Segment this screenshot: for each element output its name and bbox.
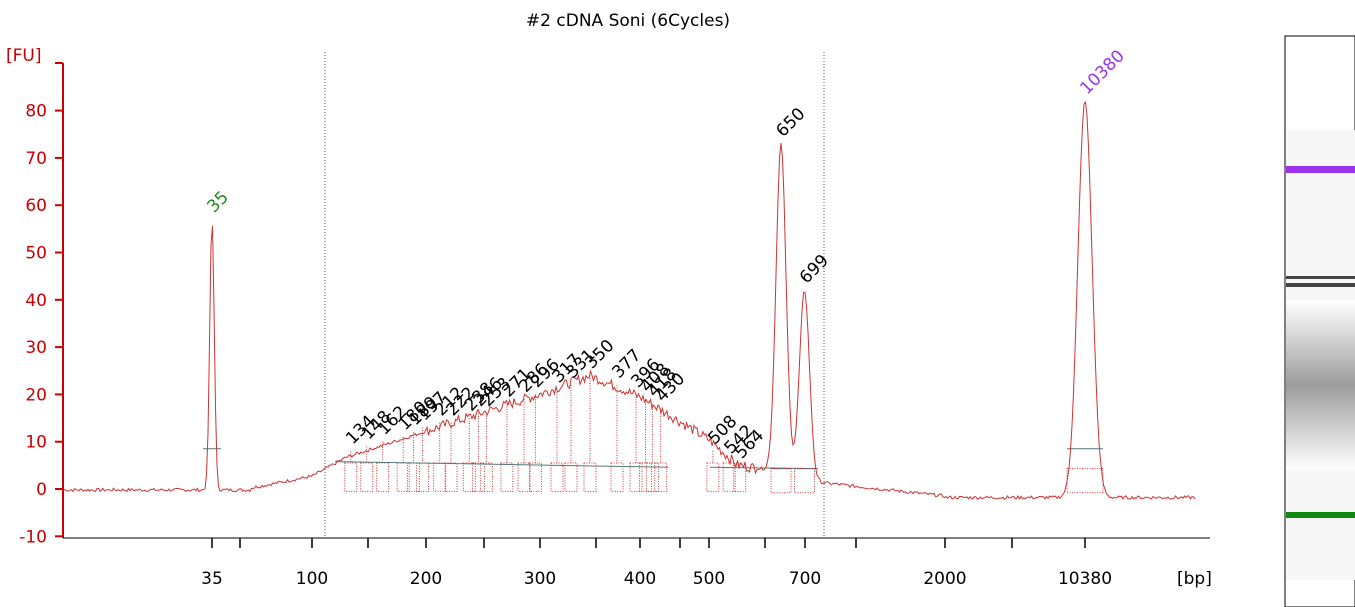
x-tick-label: 200 bbox=[410, 569, 442, 589]
peak-label: 10380 bbox=[1076, 46, 1128, 98]
peak-bin bbox=[550, 462, 564, 492]
peak-label: 699 bbox=[796, 251, 833, 288]
x-axis-label: [bp] bbox=[1177, 569, 1212, 589]
x-tick-label: 700 bbox=[789, 569, 821, 589]
peak-label: 35 bbox=[203, 187, 232, 216]
peak-bin bbox=[462, 462, 476, 492]
y-ticks: -10 0 10 20 30 40 50 60 70 80 bbox=[19, 62, 63, 547]
peak-bin bbox=[610, 462, 624, 492]
y-tick-label: 20 bbox=[25, 385, 47, 405]
y-tick-label: 70 bbox=[25, 149, 47, 169]
x-tick-label: 500 bbox=[693, 569, 725, 589]
peak-bin bbox=[770, 468, 792, 494]
x-tick-label: 10380 bbox=[1058, 569, 1112, 589]
peak-labels: 3513414816218018919721222223824625327128… bbox=[203, 46, 1128, 463]
peak-bin bbox=[583, 462, 597, 492]
y-tick-label: 40 bbox=[25, 291, 47, 311]
peak-bin bbox=[344, 462, 358, 492]
peak-bin bbox=[629, 462, 643, 492]
peak-bin bbox=[416, 462, 430, 492]
peak-bin bbox=[794, 468, 816, 494]
x-tick-label: 2000 bbox=[923, 569, 966, 589]
x-tick-label: 400 bbox=[624, 569, 656, 589]
peak-bin bbox=[528, 462, 542, 492]
smear-baseline bbox=[334, 461, 669, 468]
x-tick-label: 35 bbox=[201, 569, 223, 589]
chart-title: #2 cDNA Soni (6Cycles) bbox=[526, 11, 730, 31]
y-tick-label: 80 bbox=[25, 102, 47, 122]
peak-bin bbox=[564, 462, 578, 492]
peak-bin bbox=[722, 462, 736, 492]
y-tick-label: 50 bbox=[25, 244, 47, 264]
y-tick-label: 0 bbox=[36, 480, 47, 500]
y-tick-label: 10 bbox=[25, 433, 47, 453]
peak-bin bbox=[444, 462, 458, 492]
peak-bin bbox=[406, 462, 420, 492]
peak-bins bbox=[203, 375, 1104, 494]
y-tick-label: 60 bbox=[25, 196, 47, 216]
y-axis-label: [FU] bbox=[6, 46, 42, 66]
gel-band-lower-marker bbox=[1286, 512, 1355, 518]
peak-bin bbox=[396, 462, 410, 492]
peak-bin bbox=[500, 462, 514, 492]
y-tick-label: -10 bbox=[19, 527, 47, 547]
x-tick-label: 100 bbox=[296, 569, 328, 589]
peak-bin bbox=[733, 462, 747, 492]
peak-bin bbox=[433, 462, 447, 492]
peak-label: 650 bbox=[772, 104, 809, 141]
peak-bin bbox=[639, 462, 653, 492]
gel-band-650 bbox=[1286, 276, 1355, 279]
peak-bin bbox=[360, 462, 374, 492]
peak-bin bbox=[1066, 468, 1104, 494]
integration-region bbox=[324, 52, 825, 538]
fluorescence-trace bbox=[63, 100, 1196, 501]
gel-band-upper-marker bbox=[1286, 166, 1355, 173]
x-ticks: 35 100 200 300 400 500 700 2000 10380 bbox=[201, 538, 1112, 589]
peak-bin bbox=[706, 462, 720, 492]
peak-bin bbox=[645, 462, 659, 492]
gel-smear bbox=[1286, 300, 1355, 470]
peak-bin bbox=[471, 462, 485, 492]
gel-lane bbox=[1284, 35, 1355, 607]
gel-band-699 bbox=[1286, 283, 1355, 287]
x-tick-label: 300 bbox=[524, 569, 556, 589]
peak-bin bbox=[654, 462, 668, 492]
peak-bin bbox=[376, 462, 390, 492]
peak-bin bbox=[517, 462, 531, 492]
y-tick-label: 30 bbox=[25, 338, 47, 358]
peak-bin bbox=[479, 462, 493, 492]
